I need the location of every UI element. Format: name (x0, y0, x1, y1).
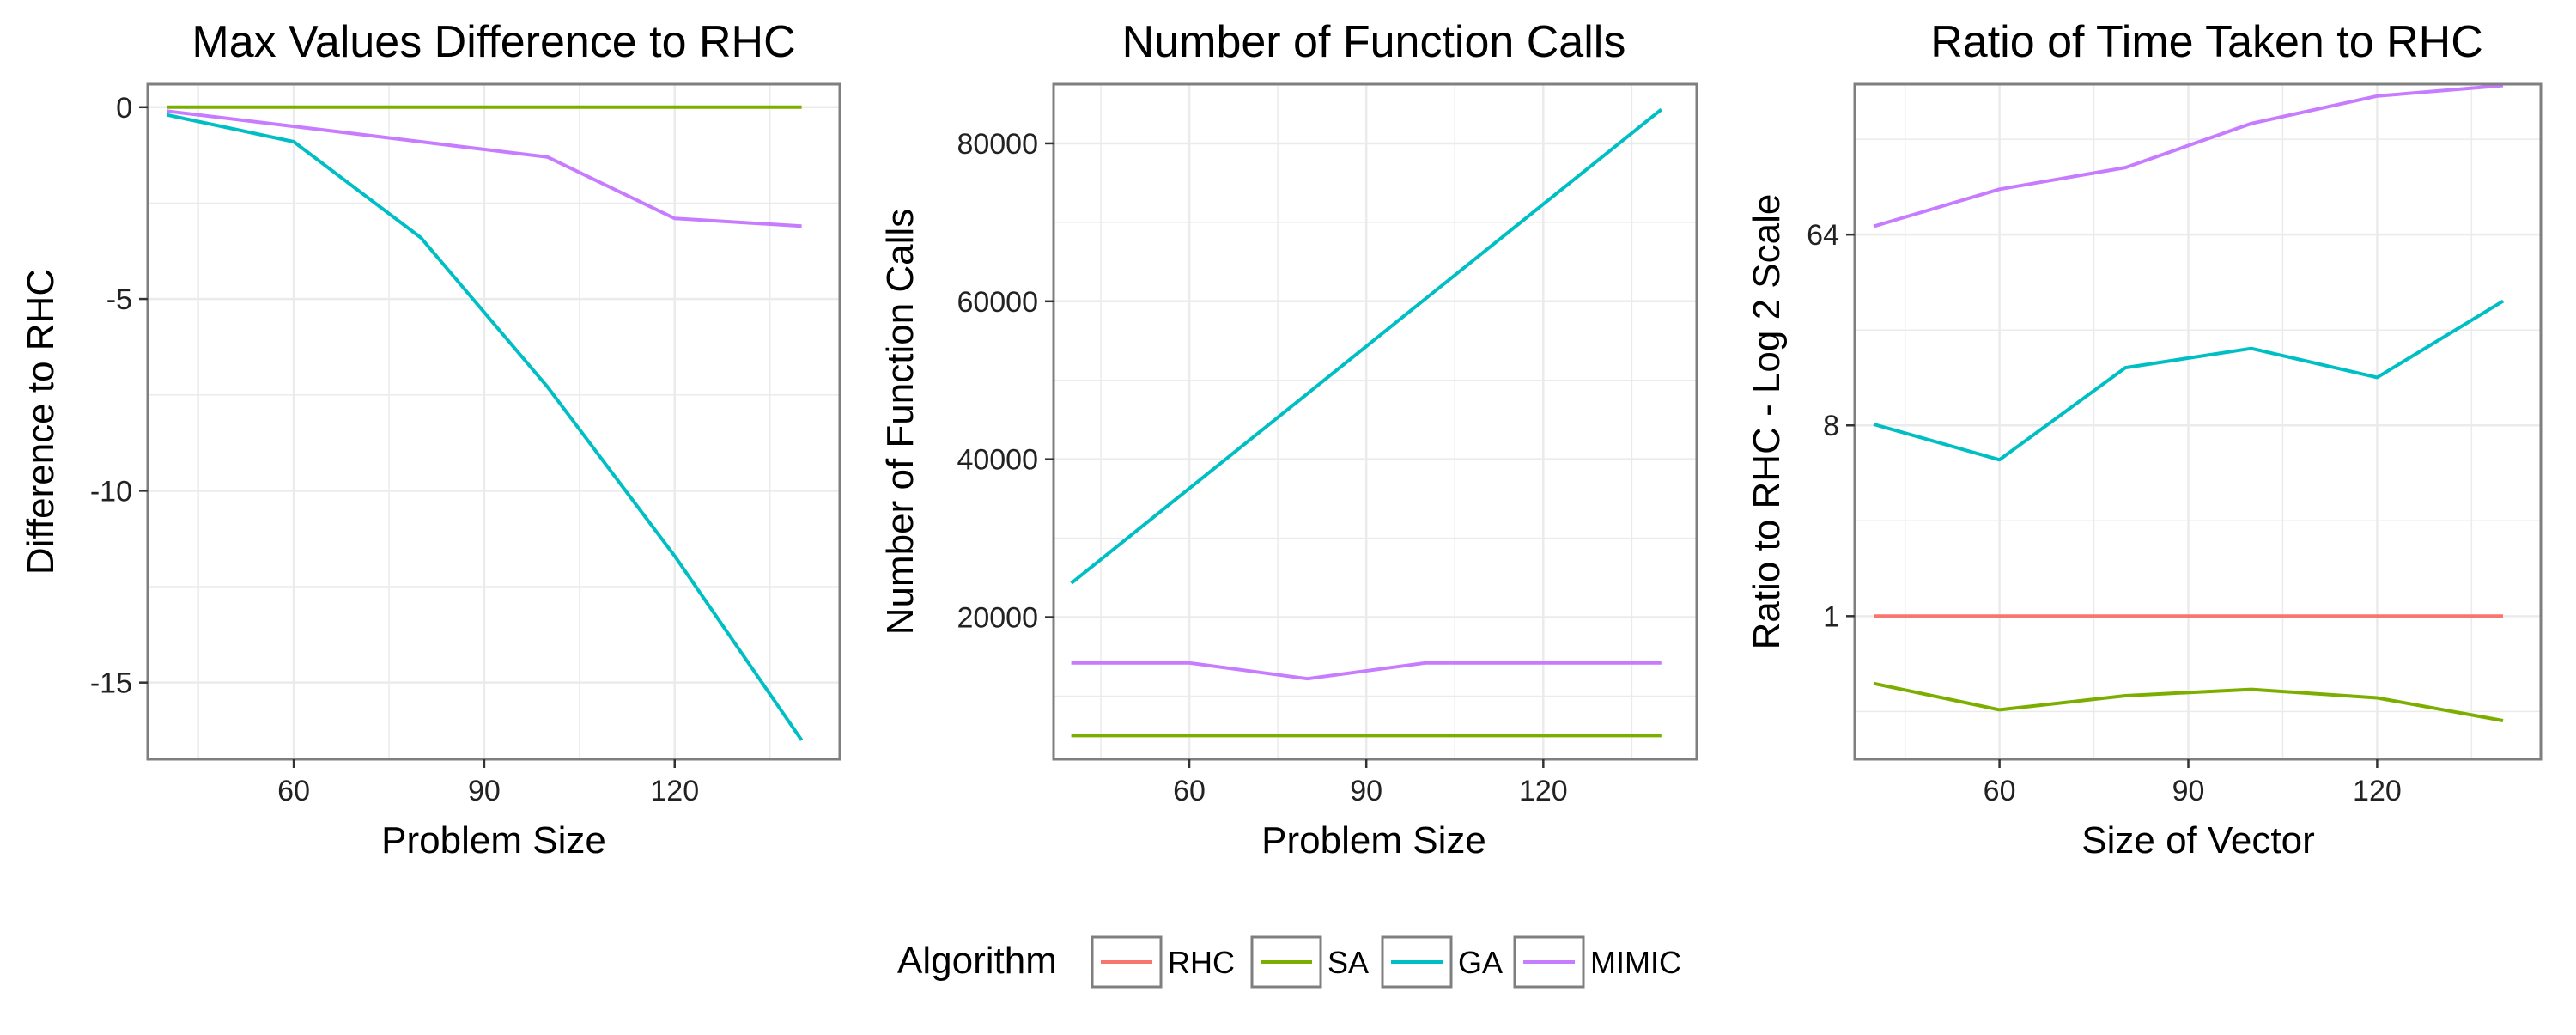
y-axis-label: Ratio to RHC - Log 2 Scale (1746, 194, 1788, 650)
plot-area (1855, 84, 2541, 759)
x-axis-label: Size of Vector (2081, 819, 2314, 861)
y-tick-label: -10 (90, 475, 132, 508)
plot-area (148, 84, 840, 759)
panel-3: 60 90 120 1 8 64 Ratio of Time Taken to RHC Siz… (1746, 17, 2543, 861)
y-tick-label: -5 (106, 283, 132, 316)
y-tick-label: 0 (116, 92, 132, 125)
series-line-mimic (1873, 83, 2504, 228)
legend-label-sa: SA (1327, 945, 1369, 980)
series-line-ga (166, 113, 804, 741)
x-tick-label: 120 (650, 775, 699, 807)
x-axis-label: Problem Size (1261, 819, 1486, 861)
plot-area (1054, 84, 1697, 759)
x-tick-label: 120 (1519, 775, 1568, 807)
y-tick-label: 80000 (957, 128, 1038, 161)
x-tick-label: 90 (2172, 775, 2205, 807)
legend-item-sa: SA (1250, 935, 1369, 989)
chart-title: Number of Function Calls (1122, 17, 1626, 67)
y-axis-label: Difference to RHC (20, 269, 62, 575)
y-tick-label: 64 (1807, 219, 1839, 252)
x-tick-label: 90 (1350, 775, 1382, 807)
x-tick-label: 60 (1173, 775, 1206, 807)
legend-title: Algorithm (897, 940, 1057, 982)
legend-label-ga: GA (1458, 945, 1503, 980)
panel-border (1853, 82, 2543, 761)
panel-border (1052, 82, 1698, 761)
legend-item-rhc: RHC (1091, 935, 1235, 989)
y-tick-label: 20000 (957, 602, 1038, 635)
y-tick-label: 8 (1823, 410, 1839, 442)
panel-border (146, 82, 841, 761)
x-tick-label: 90 (468, 775, 501, 807)
x-axis-label: Problem Size (381, 819, 606, 861)
chart-title: Ratio of Time Taken to RHC (1930, 17, 2483, 67)
y-tick-label: 1 (1823, 600, 1839, 633)
series-line-sa (1873, 681, 2504, 722)
y-axis-label: Number of Function Calls (879, 209, 921, 635)
y-tick-label: -15 (90, 667, 132, 700)
x-tick-label: 60 (1984, 775, 2016, 807)
x-tick-label: 60 (277, 775, 310, 807)
series-line-mimic (166, 109, 802, 228)
series-line-ga (1070, 107, 1663, 585)
legend-label-mimic: MIMIC (1590, 945, 1681, 980)
x-tick-label: 120 (2353, 775, 2402, 807)
y-tick-label: 40000 (957, 444, 1038, 477)
series-line-ga (1873, 299, 2505, 462)
legend: Algorithm RHC SA GA MIMIC (897, 935, 1681, 989)
y-tick-label: 60000 (957, 286, 1038, 319)
series-line-mimic (1071, 661, 1662, 681)
legend-item-ga: GA (1381, 935, 1503, 989)
legend-label-rhc: RHC (1168, 945, 1235, 980)
panel-2: 60 90 120 20000 40000 60000 80000 Number of Fun… (879, 17, 1698, 861)
legend-item-mimic: MIMIC (1513, 935, 1681, 989)
chart-title: Max Values Difference to RHC (191, 17, 795, 67)
panel-1: 60 90 120 0 -5 -10 -15 Max Values Difference to… (20, 17, 841, 861)
